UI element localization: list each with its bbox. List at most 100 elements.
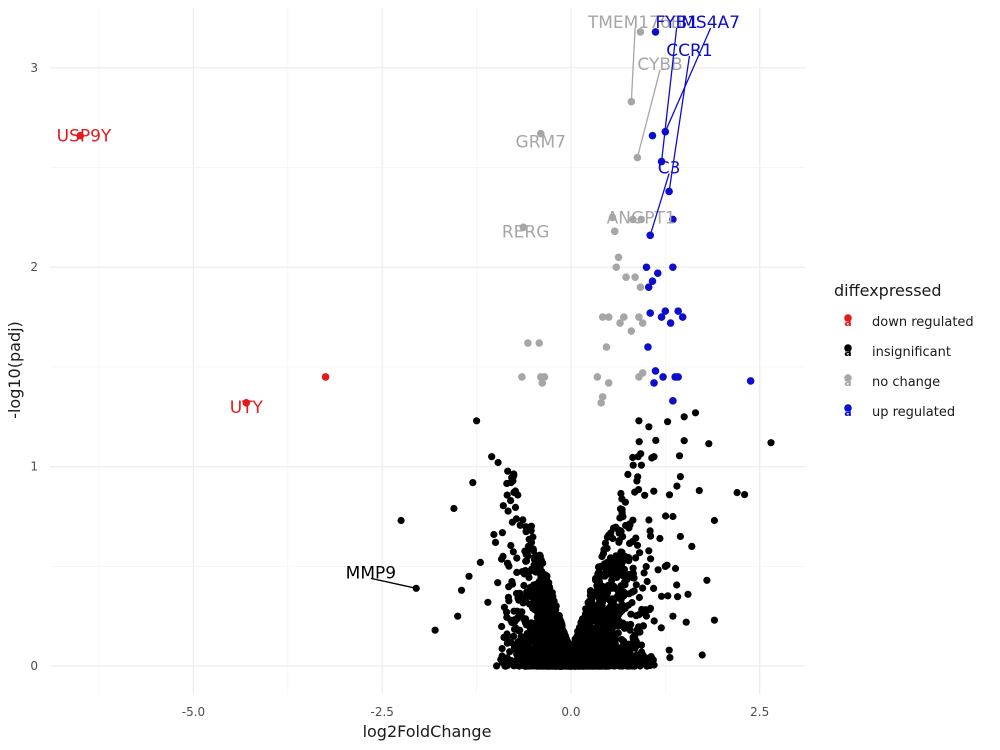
x-tick-label: -5.0 bbox=[182, 705, 205, 719]
point-insignificant bbox=[575, 660, 584, 668]
point-insignificant bbox=[543, 605, 551, 613]
point-insignificant bbox=[535, 578, 543, 586]
gene-label: CCR1 bbox=[666, 41, 712, 61]
point-insignificant bbox=[676, 532, 685, 541]
point-insignificant bbox=[512, 515, 521, 523]
point-no-change bbox=[535, 339, 544, 347]
point-up-regulated bbox=[661, 307, 670, 315]
gene-label: ANGPT1 bbox=[607, 208, 676, 228]
point-insignificant bbox=[498, 652, 506, 660]
annotation-leader bbox=[630, 27, 636, 102]
point-no-change bbox=[598, 393, 607, 401]
legend-title: diffexpressed bbox=[834, 281, 942, 300]
point-insignificant bbox=[450, 504, 458, 513]
point-insignificant bbox=[584, 623, 592, 631]
point-insignificant bbox=[520, 581, 528, 590]
point-up-regulated bbox=[644, 283, 653, 291]
point-insignificant bbox=[603, 624, 611, 633]
point-insignificant bbox=[518, 639, 526, 647]
point-insignificant bbox=[490, 530, 498, 539]
point-insignificant bbox=[593, 647, 601, 655]
gene-label: TMEM176B bbox=[587, 13, 683, 33]
point-insignificant bbox=[741, 491, 749, 499]
point-insignificant bbox=[595, 584, 603, 593]
point-insignificant bbox=[573, 632, 582, 640]
point-insignificant bbox=[510, 472, 518, 480]
point-insignificant bbox=[476, 558, 484, 567]
point-insignificant bbox=[524, 642, 532, 651]
point-insignificant bbox=[545, 613, 553, 621]
point-insignificant bbox=[589, 589, 597, 597]
point-insignificant bbox=[546, 642, 554, 650]
legend-label: up regulated bbox=[872, 405, 955, 420]
point-insignificant bbox=[507, 497, 515, 505]
gene-label: MS4A7 bbox=[681, 13, 740, 33]
point-no-change bbox=[614, 253, 623, 262]
point-insignificant bbox=[491, 538, 500, 547]
point-insignificant bbox=[588, 599, 596, 608]
point-no-change bbox=[636, 28, 645, 36]
point-insignificant bbox=[599, 549, 608, 558]
point-insignificant bbox=[676, 473, 685, 481]
point-insignificant bbox=[555, 616, 563, 624]
point-insignificant bbox=[510, 625, 519, 633]
point-insignificant bbox=[625, 524, 633, 532]
gene-label: UTY bbox=[230, 398, 264, 418]
point-insignificant bbox=[510, 659, 518, 667]
point-insignificant bbox=[512, 589, 521, 598]
point-insignificant bbox=[536, 566, 544, 575]
point-up-regulated bbox=[659, 373, 667, 381]
point-insignificant bbox=[553, 640, 561, 649]
point-insignificant bbox=[560, 661, 568, 669]
point-insignificant bbox=[525, 535, 533, 543]
point-insignificant bbox=[634, 453, 642, 461]
point-insignificant bbox=[595, 565, 603, 573]
y-tick-label: 3 bbox=[30, 61, 38, 75]
point-no-change bbox=[540, 373, 549, 381]
point-insignificant bbox=[642, 563, 650, 571]
point-insignificant bbox=[538, 644, 546, 652]
point-insignificant bbox=[598, 611, 607, 619]
annotation-leader bbox=[660, 27, 678, 162]
point-insignificant bbox=[627, 643, 635, 651]
point-insignificant bbox=[627, 610, 635, 618]
point-insignificant bbox=[673, 482, 681, 490]
point-insignificant bbox=[516, 521, 524, 529]
point-insignificant bbox=[620, 637, 628, 646]
point-insignificant bbox=[504, 507, 512, 515]
point-insignificant bbox=[633, 541, 642, 549]
point-insignificant bbox=[710, 516, 719, 525]
point-insignificant bbox=[522, 615, 530, 623]
point-insignificant bbox=[511, 645, 519, 654]
point-insignificant bbox=[521, 567, 529, 575]
point-insignificant bbox=[529, 547, 538, 555]
point-insignificant bbox=[695, 487, 703, 495]
point-no-change bbox=[518, 373, 526, 381]
point-no-change bbox=[602, 343, 611, 351]
point-insignificant bbox=[607, 657, 616, 665]
point-insignificant bbox=[633, 651, 641, 659]
point-insignificant bbox=[583, 605, 591, 614]
legend-key-dot bbox=[844, 374, 852, 382]
point-no-change bbox=[635, 313, 643, 321]
point-insignificant bbox=[549, 619, 557, 627]
point-insignificant bbox=[532, 648, 540, 656]
point-insignificant bbox=[641, 491, 649, 499]
point-up-regulated bbox=[653, 269, 662, 278]
point-down-regulated bbox=[242, 399, 251, 407]
point-up-regulated bbox=[674, 307, 682, 315]
point-insignificant bbox=[454, 612, 462, 620]
point-insignificant bbox=[509, 632, 518, 640]
point-insignificant bbox=[705, 440, 713, 448]
point-insignificant bbox=[503, 630, 511, 638]
gene-label: MMP9 bbox=[346, 563, 396, 583]
point-down-regulated bbox=[321, 373, 330, 381]
point-insignificant bbox=[644, 659, 652, 667]
point-insignificant bbox=[608, 600, 616, 608]
point-insignificant bbox=[522, 557, 530, 565]
point-insignificant bbox=[591, 654, 599, 662]
point-insignificant bbox=[614, 644, 622, 652]
point-insignificant bbox=[674, 593, 682, 601]
point-insignificant bbox=[517, 595, 525, 604]
